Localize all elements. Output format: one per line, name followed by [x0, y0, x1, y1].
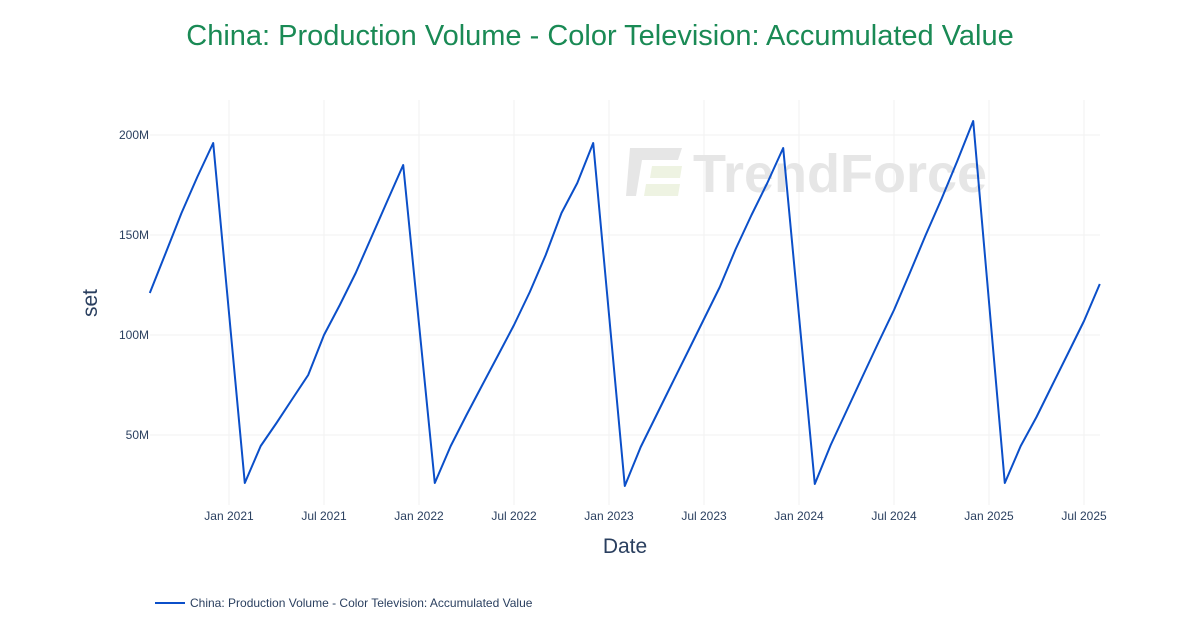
- x-tick-label: Jan 2023: [584, 509, 634, 523]
- x-tick-label: Jul 2025: [1061, 509, 1107, 523]
- legend: China: Production Volume - Color Televis…: [155, 596, 532, 610]
- x-tick-label: Jan 2021: [204, 509, 254, 523]
- x-axis-title: Date: [603, 535, 647, 558]
- gridlines: [150, 100, 1100, 505]
- x-axis-ticks: Jan 2021 Jul 2021 Jan 2022 Jul 2022 Jan 2023…: [204, 509, 1107, 523]
- y-axis-ticks: 50M 100M 150M 200M: [119, 128, 149, 442]
- x-tick-label: Jan 2024: [774, 509, 824, 523]
- y-tick-label: 150M: [119, 228, 149, 242]
- svg-text:TrendForce: TrendForce: [693, 144, 987, 204]
- x-tick-label: Jul 2021: [301, 509, 347, 523]
- trendforce-watermark: TrendForce: [626, 144, 987, 204]
- y-tick-label: 50M: [126, 428, 149, 442]
- y-axis-title: set: [79, 289, 102, 317]
- legend-line-icon: [155, 602, 185, 604]
- x-tick-label: Jul 2022: [491, 509, 537, 523]
- legend-label: China: Production Volume - Color Televis…: [190, 596, 533, 610]
- series-line[interactable]: [148, 120, 1101, 487]
- x-tick-label: Jan 2025: [964, 509, 1014, 523]
- chart-title: China: Production Volume - Color Televis…: [186, 20, 1014, 52]
- x-tick-label: Jul 2023: [681, 509, 727, 523]
- y-tick-label: 200M: [119, 128, 149, 142]
- x-tick-label: Jan 2022: [394, 509, 444, 523]
- y-tick-label: 100M: [119, 328, 149, 342]
- legend-item[interactable]: China: Production Volume - Color Televis…: [155, 596, 532, 610]
- x-tick-label: Jul 2024: [871, 509, 917, 523]
